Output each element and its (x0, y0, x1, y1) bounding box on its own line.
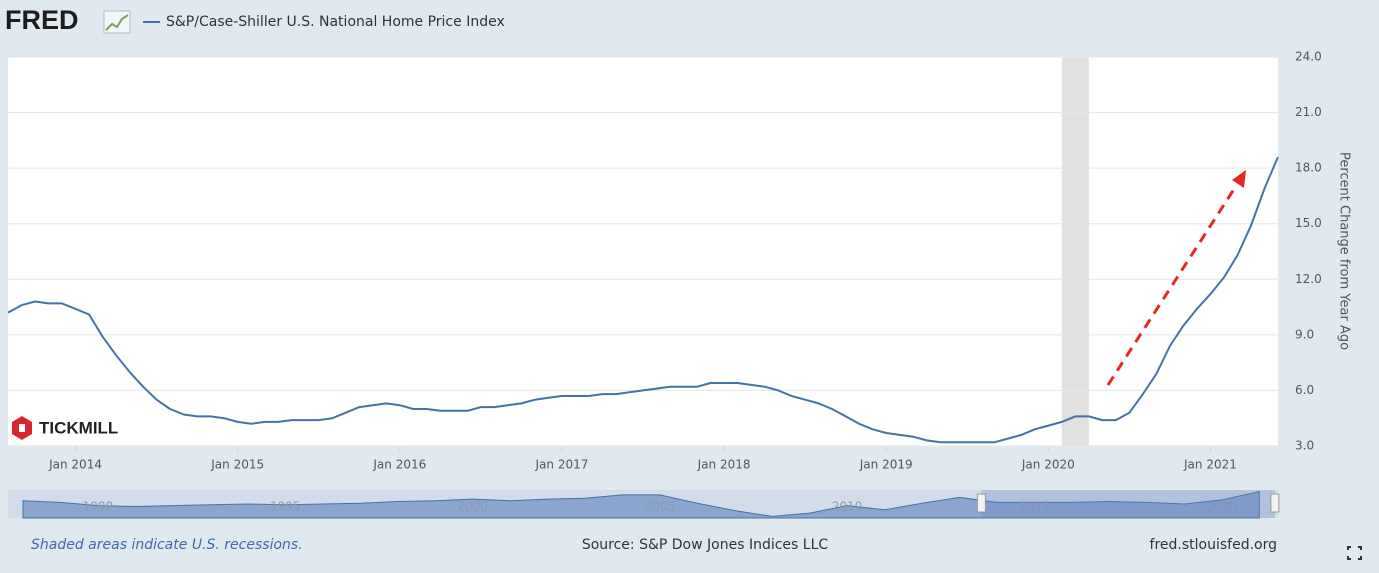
watermark-text: TICKMILL (39, 418, 118, 437)
y-tick-label: 18.0 (1295, 161, 1322, 175)
logo: FRED (5, 5, 79, 35)
navigator-tick-label: 1990 (83, 500, 114, 514)
y-tick-label: 21.0 (1295, 105, 1322, 119)
x-tick-label: Jan 2017 (535, 458, 589, 472)
navigator-tick-label: 1995 (270, 500, 301, 514)
x-tick-label: Jan 2016 (372, 458, 426, 472)
y-tick-label: 15.0 (1295, 216, 1322, 230)
recession-note: Shaded areas indicate U.S. recessions. (31, 537, 303, 553)
x-tick-label: Jan 2021 (1183, 458, 1237, 472)
y-tick-label: 24.0 (1295, 50, 1322, 64)
y-tick-label: 12.0 (1295, 272, 1322, 286)
navigator-tick-label: 2000 (457, 500, 488, 514)
fullscreen-button[interactable] (1347, 546, 1362, 560)
y-tick-label: 9.0 (1295, 327, 1314, 341)
legend-label: S&P/Case-Shiller U.S. National Home Pric… (166, 14, 505, 30)
y-tick-label: 3.0 (1295, 439, 1314, 453)
annotation-arrowhead (1232, 170, 1246, 188)
navigator-selection (981, 490, 1275, 518)
navigator-handle[interactable] (1270, 493, 1280, 513)
x-tick-label: Jan 2015 (210, 458, 264, 472)
y-axis-label: Percent Change from Year Ago (1337, 152, 1352, 350)
logo-icon (103, 10, 131, 34)
navigator-tick-label: 2010 (832, 500, 863, 514)
x-tick-label: Jan 2020 (1021, 458, 1075, 472)
navigator-tick-label: 2005 (645, 500, 676, 514)
recession-band (1061, 57, 1089, 446)
x-tick-label: Jan 2018 (697, 458, 751, 472)
navigator-handle[interactable] (976, 493, 986, 513)
source: Source: S&P Dow Jones Indices LLC (582, 537, 829, 553)
y-tick-label: 6.0 (1295, 383, 1314, 397)
annotation-arrow (1106, 185, 1238, 386)
site-link[interactable]: fred.stlouisfed.org (1150, 537, 1277, 553)
x-tick-label: Jan 2019 (859, 458, 913, 472)
navigator-tick-label: 2015 (1019, 500, 1050, 514)
x-tick-label: Jan 2014 (48, 458, 102, 472)
navigator-area (22, 490, 1260, 519)
navigator-tick-label: 2020 (1207, 500, 1238, 514)
series-line (7, 156, 1279, 444)
watermark: TICKMILL (12, 416, 118, 440)
